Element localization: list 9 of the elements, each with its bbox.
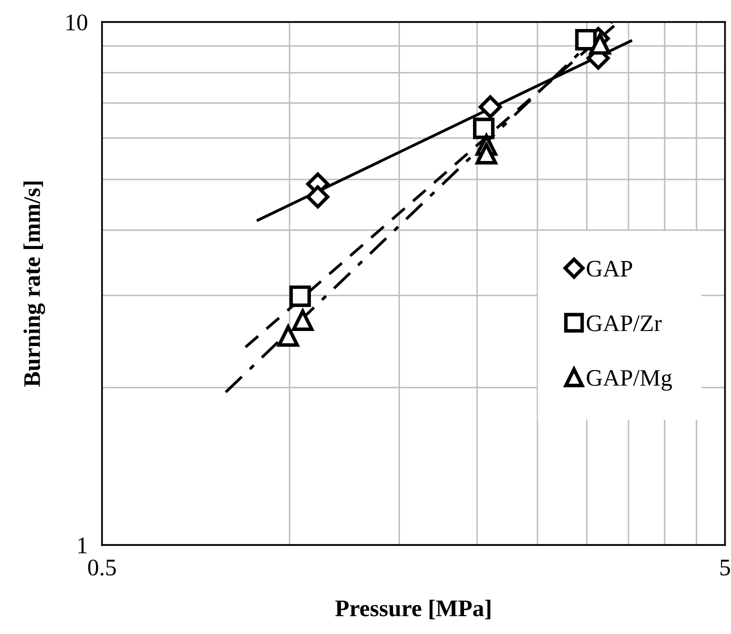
x-tick-label: 5 xyxy=(720,560,730,576)
legend-label: GAP xyxy=(586,260,632,277)
y-tick-label: 1 xyxy=(78,538,87,554)
legend-label: GAP/Zr xyxy=(586,315,662,332)
legend-label: GAP/Mg xyxy=(586,370,672,391)
y-tick-label: 10 xyxy=(66,14,88,30)
x-tick-label: 0.5 xyxy=(88,560,116,576)
x-axis-title: Pressure [MPa] xyxy=(335,600,490,620)
y-axis-title: Burning rate [mm/s] xyxy=(23,182,46,387)
